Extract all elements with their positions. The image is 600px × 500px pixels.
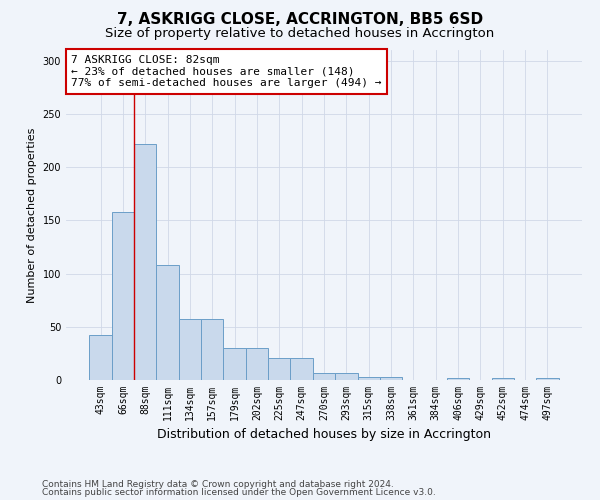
Text: 7 ASKRIGG CLOSE: 82sqm
← 23% of detached houses are smaller (148)
77% of semi-de: 7 ASKRIGG CLOSE: 82sqm ← 23% of detached… — [71, 55, 382, 88]
Text: 7, ASKRIGG CLOSE, ACCRINGTON, BB5 6SD: 7, ASKRIGG CLOSE, ACCRINGTON, BB5 6SD — [117, 12, 483, 28]
Bar — [447, 378, 469, 380]
Bar — [313, 372, 335, 380]
Y-axis label: Number of detached properties: Number of detached properties — [27, 128, 37, 302]
Bar — [536, 378, 559, 380]
Bar — [179, 320, 201, 380]
Bar — [112, 212, 134, 380]
Text: Contains public sector information licensed under the Open Government Licence v3: Contains public sector information licen… — [42, 488, 436, 497]
Text: Size of property relative to detached houses in Accrington: Size of property relative to detached ho… — [106, 28, 494, 40]
Bar — [246, 348, 268, 380]
Bar — [201, 320, 223, 380]
Bar — [290, 358, 313, 380]
Bar — [358, 377, 380, 380]
Bar — [335, 372, 358, 380]
Bar — [157, 265, 179, 380]
Bar — [134, 144, 157, 380]
Bar — [89, 336, 112, 380]
Text: Contains HM Land Registry data © Crown copyright and database right 2024.: Contains HM Land Registry data © Crown c… — [42, 480, 394, 489]
Bar — [380, 377, 402, 380]
Bar — [268, 358, 290, 380]
X-axis label: Distribution of detached houses by size in Accrington: Distribution of detached houses by size … — [157, 428, 491, 442]
Bar — [223, 348, 246, 380]
Bar — [491, 378, 514, 380]
